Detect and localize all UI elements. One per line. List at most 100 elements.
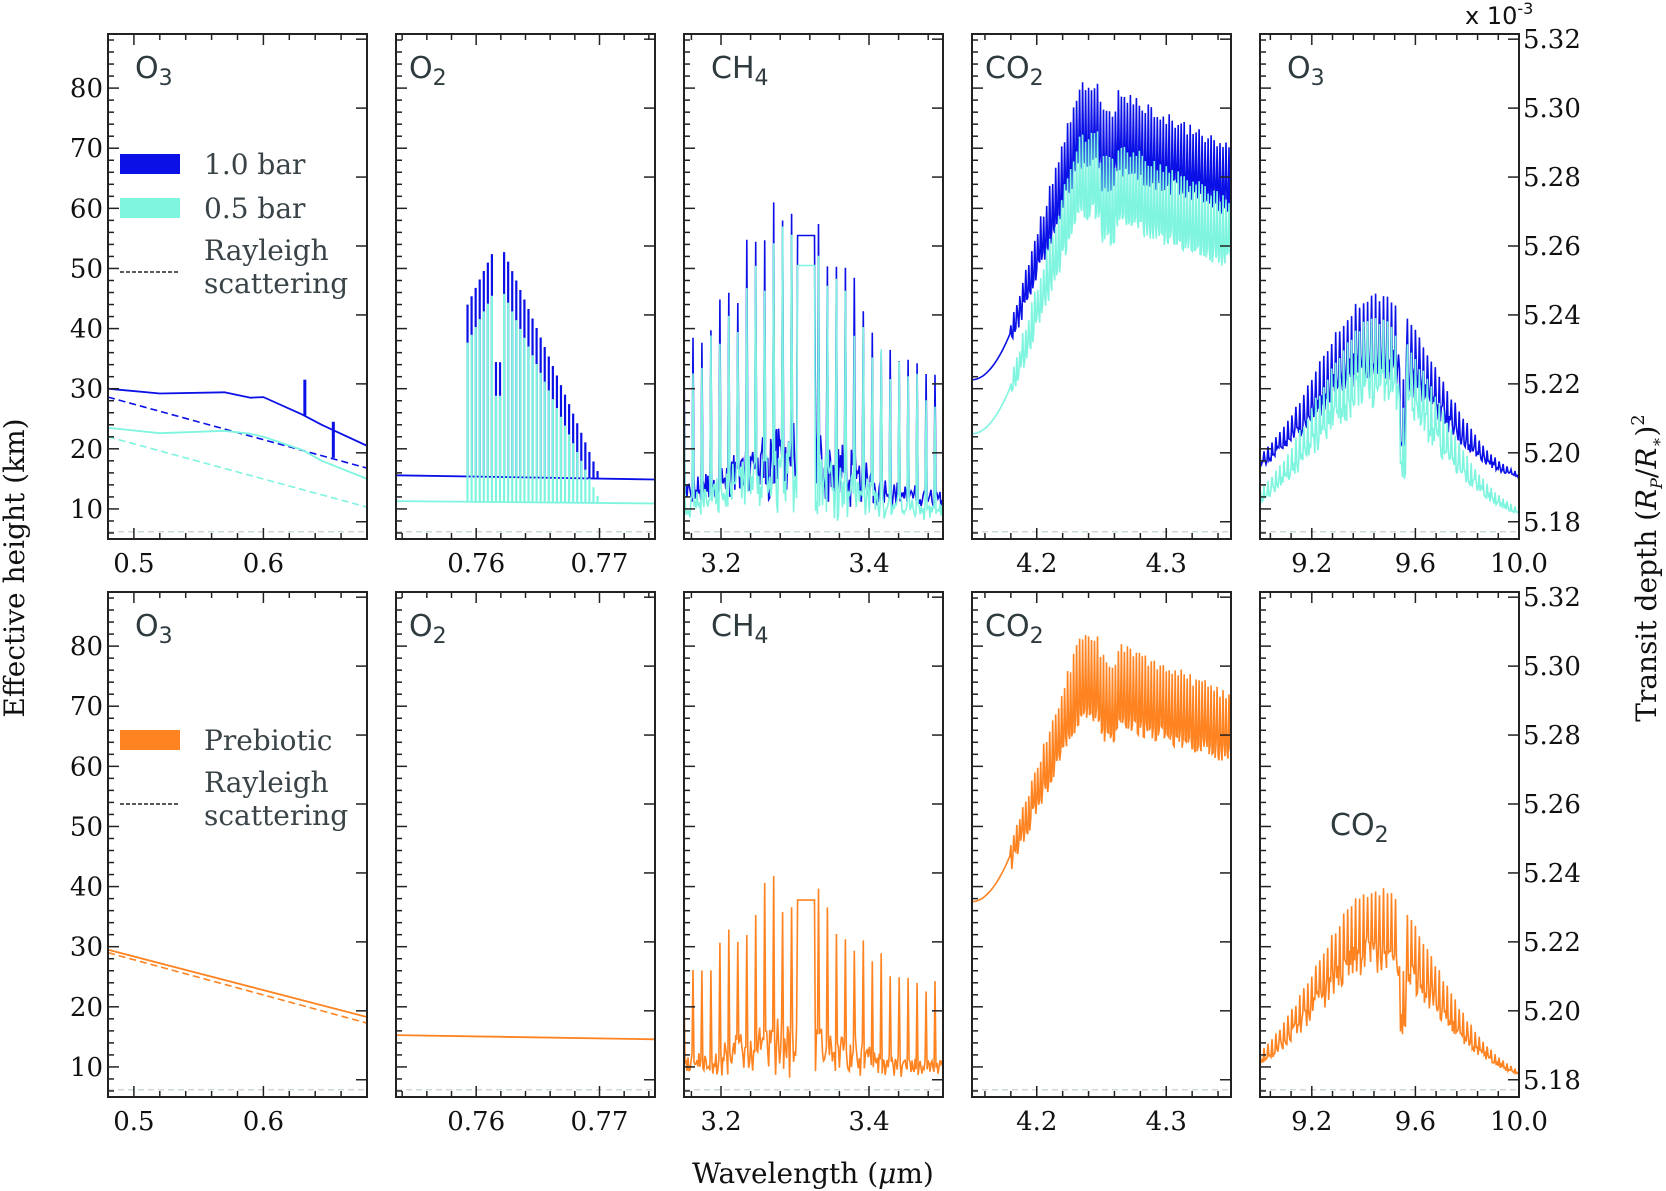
right-tick-label: 5.30: [1523, 652, 1581, 682]
right-axis-multiplier: x 10-3: [1465, 0, 1533, 30]
plot-area: [396, 1034, 655, 1091]
x-tick-label: 0.76: [447, 549, 505, 579]
right-tick-label: 5.24: [1523, 301, 1581, 331]
panel-label: O2: [409, 51, 447, 91]
legend-label: scattering: [204, 799, 348, 832]
spectrum-0-5-bar: [972, 131, 1231, 435]
x-tick-label: 0.77: [571, 549, 629, 579]
axes-frame: [1259, 33, 1520, 540]
panel-label: CH4: [711, 609, 769, 649]
spectrum-0-5-bar: [684, 226, 943, 521]
legend-swatch: [120, 198, 180, 218]
plot-area: [396, 252, 655, 533]
legend-label: 0.5 bar: [204, 192, 306, 225]
y-tick-label: 40: [70, 873, 103, 903]
panel-row2-col2: 0.76 0.77 O2: [395, 591, 656, 1137]
legend-item-prebiotic: Prebiotic: [120, 724, 332, 757]
axes-frame: [1259, 591, 1520, 1098]
rayleigh-line: [108, 951, 367, 1024]
panel-label: CO2: [985, 51, 1044, 91]
y-tick-label: 30: [70, 933, 103, 963]
legend-item-0-5-bar: 0.5 bar: [120, 192, 306, 225]
legend-item-1-0-bar: 1.0 bar: [120, 148, 306, 181]
x-tick-label: 0.77: [571, 1107, 629, 1137]
panel-row1-col2: 0.76 0.77 O2: [395, 33, 656, 579]
legend-label: Prebiotic: [204, 724, 332, 757]
x-tick-label: 3.2: [700, 1107, 741, 1137]
legend-swatch: [120, 154, 180, 174]
y-tick-label: 60: [70, 752, 103, 782]
right-tick-label: 5.22: [1523, 370, 1581, 400]
x-tick-label: 0.5: [113, 549, 154, 579]
x-tick-label: 0.6: [243, 549, 284, 579]
legend-label: scattering: [204, 267, 348, 300]
y-axis-title-right: Transit depth (RP/R∗)2: [1628, 414, 1666, 721]
right-tick-label: 5.22: [1523, 928, 1581, 958]
right-tick-label: 5.28: [1523, 163, 1581, 193]
y-tick-label: 60: [70, 194, 103, 224]
axes-frame: [971, 33, 1232, 540]
axes-frame: [395, 591, 656, 1098]
panels-layer: 0.5 0.6 10 20 30 40 50 60 70 80 O3 0.76 0.77 O2 3.2 3.4…: [70, 25, 1581, 1137]
right-tick-label: 5.20: [1523, 997, 1581, 1027]
x-tick-label: 0.5: [113, 1107, 154, 1137]
x-axis-title: Wavelength (μm): [692, 1157, 934, 1190]
y-axis-title-left: Effective height (km): [0, 418, 31, 717]
spectrum-prebiotic: [972, 634, 1231, 903]
right-tick-label: 5.18: [1523, 508, 1581, 538]
spectrum-1-0-bar: [1260, 293, 1519, 480]
panel-row1-col3: 3.2 3.4 CH4: [683, 33, 944, 579]
spectrum-prebiotic: [396, 1034, 655, 1041]
y-tick-label: 40: [70, 315, 103, 345]
panel-label: CH4: [711, 51, 769, 91]
plot-area: [1260, 888, 1519, 1091]
x-tick-label: 9.2: [1291, 549, 1332, 579]
y-tick-label: 30: [70, 375, 103, 405]
right-tick-label: 5.28: [1523, 721, 1581, 751]
axes-frame: [107, 591, 368, 1098]
plot-area: [1260, 293, 1519, 533]
plot-area: [972, 634, 1231, 1091]
spectrum-prebiotic: [684, 875, 943, 1078]
panel-label: O3: [135, 51, 173, 91]
panel-row1-col5: 9.2 9.6 10.0 5.18 5.20 5.22 5.24 5.26 5.28 5.30 5.…: [1259, 25, 1581, 579]
plot-area: [108, 379, 367, 533]
axes-frame: [683, 591, 944, 1098]
panel-label: CO2: [985, 609, 1044, 649]
x-tick-label: 4.3: [1146, 549, 1187, 579]
panel-row1-col4: 4.2 4.3 CO2: [971, 33, 1232, 579]
right-tick-label: 5.26: [1523, 232, 1581, 262]
panel-label: O3: [135, 609, 173, 649]
legend-label: Rayleigh: [204, 234, 329, 267]
right-tick-label: 5.26: [1523, 790, 1581, 820]
panel-row2-col5: 9.2 9.6 10.0 5.18 5.20 5.22 5.24 5.26 5.28 5.30 5.…: [1259, 583, 1581, 1137]
y-tick-label: 10: [70, 1053, 103, 1083]
plot-area: [972, 82, 1231, 533]
y-tick-label: 20: [70, 435, 103, 465]
panel-row2-col3: 3.2 3.4 CH4: [683, 591, 944, 1137]
spectrum-0-5-bar: [108, 426, 367, 480]
y-tick-label: 80: [70, 74, 103, 104]
panel-label: O2: [409, 609, 447, 649]
x-tick-label: 0.6: [243, 1107, 284, 1137]
panel-label: O3: [1287, 51, 1325, 91]
x-tick-label: 10.0: [1490, 1107, 1548, 1137]
spectrum-0-5-bar: [1260, 318, 1519, 515]
legend-label: Rayleigh: [204, 766, 329, 799]
y-tick-label: 10: [70, 495, 103, 525]
plot-area: [684, 875, 943, 1091]
x-tick-label: 4.3: [1146, 1107, 1187, 1137]
x-tick-label: 4.2: [1016, 1107, 1057, 1137]
x-tick-label: 3.4: [848, 549, 889, 579]
right-tick-label: 5.18: [1523, 1066, 1581, 1096]
y-tick-label: 20: [70, 993, 103, 1023]
y-tick-label: 70: [70, 692, 103, 722]
spectrum-1-0-bar: [108, 387, 367, 447]
panel-label: CO2: [1330, 808, 1389, 848]
spectrum-prebiotic: [1260, 888, 1519, 1076]
